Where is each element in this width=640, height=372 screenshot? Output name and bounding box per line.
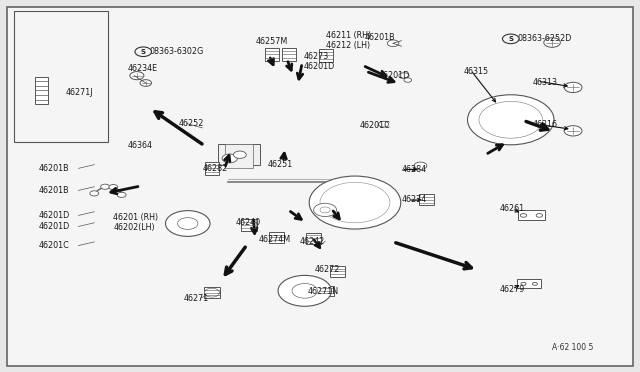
Circle shape: [492, 109, 530, 131]
Text: 46274: 46274: [401, 195, 427, 205]
Bar: [319, 286, 334, 296]
Bar: [517, 279, 541, 288]
Circle shape: [166, 211, 210, 236]
Bar: [13, 11, 108, 142]
Text: 46274M: 46274M: [259, 235, 291, 244]
Circle shape: [320, 182, 390, 223]
Text: 46201C: 46201C: [360, 121, 390, 130]
Circle shape: [100, 184, 109, 189]
Circle shape: [378, 121, 388, 127]
Circle shape: [90, 191, 99, 196]
Bar: [241, 219, 257, 231]
Bar: [265, 48, 278, 61]
Bar: [204, 287, 220, 298]
Circle shape: [177, 218, 198, 230]
Circle shape: [502, 34, 519, 44]
Text: 46201D: 46201D: [378, 71, 410, 80]
Text: 46212 (LH): 46212 (LH): [326, 41, 371, 50]
Bar: [35, 77, 49, 104]
Circle shape: [520, 214, 527, 217]
Bar: [282, 48, 296, 61]
Text: 46251: 46251: [268, 160, 293, 169]
Text: A·62 100 5: A·62 100 5: [552, 343, 593, 352]
Circle shape: [532, 282, 538, 285]
Text: 46282: 46282: [202, 164, 228, 173]
Circle shape: [204, 288, 220, 297]
Bar: [306, 233, 321, 244]
Text: 46316: 46316: [533, 120, 558, 129]
Text: 46284: 46284: [401, 165, 426, 174]
Text: 46242: 46242: [300, 237, 325, 246]
Circle shape: [404, 78, 412, 82]
Circle shape: [479, 102, 543, 138]
Circle shape: [414, 162, 427, 170]
Circle shape: [314, 203, 337, 217]
Circle shape: [320, 207, 330, 213]
Text: S: S: [141, 49, 146, 55]
Text: 46252: 46252: [179, 119, 204, 128]
Text: 46364: 46364: [128, 141, 153, 150]
Bar: [518, 209, 545, 220]
Text: S: S: [508, 36, 513, 42]
Bar: [269, 232, 284, 243]
Bar: [205, 162, 219, 175]
Bar: [419, 195, 435, 205]
Text: 46257M: 46257M: [255, 37, 287, 46]
Circle shape: [536, 214, 543, 217]
Bar: [319, 49, 333, 62]
Text: 46202(LH): 46202(LH): [113, 223, 155, 232]
Text: 46271J: 46271J: [66, 88, 93, 97]
Text: 46201D: 46201D: [303, 62, 335, 71]
Circle shape: [222, 154, 237, 163]
Circle shape: [564, 82, 582, 93]
Text: 46201D: 46201D: [39, 211, 70, 220]
Circle shape: [336, 192, 374, 214]
Text: 46201 (RH): 46201 (RH): [113, 213, 159, 222]
Circle shape: [387, 40, 399, 46]
Circle shape: [564, 126, 582, 136]
Bar: [225, 144, 253, 169]
Circle shape: [278, 275, 332, 306]
Text: 46201C: 46201C: [39, 241, 70, 250]
Bar: [218, 144, 260, 165]
Text: 46271: 46271: [183, 294, 209, 303]
Text: 46279: 46279: [499, 285, 525, 294]
Circle shape: [292, 283, 317, 298]
Circle shape: [234, 151, 246, 158]
Circle shape: [130, 71, 144, 80]
Text: 46201B: 46201B: [365, 32, 395, 42]
Circle shape: [467, 95, 554, 145]
Text: 46234E: 46234E: [128, 64, 158, 73]
Text: 46261: 46261: [499, 204, 524, 213]
Text: 08363-6252D: 08363-6252D: [517, 34, 572, 44]
Circle shape: [135, 47, 152, 57]
Text: 46272: 46272: [315, 265, 340, 275]
Circle shape: [544, 38, 561, 47]
Text: 46201B: 46201B: [39, 164, 70, 173]
Text: 46271N: 46271N: [307, 288, 339, 296]
Circle shape: [309, 176, 401, 229]
Bar: [330, 266, 346, 277]
Circle shape: [399, 73, 409, 78]
Text: 46201B: 46201B: [39, 186, 70, 195]
Circle shape: [140, 80, 152, 86]
Circle shape: [109, 185, 118, 190]
Text: 46211 (RH): 46211 (RH): [326, 31, 371, 40]
Circle shape: [521, 282, 526, 285]
Text: 46313: 46313: [533, 78, 558, 87]
Circle shape: [117, 192, 126, 198]
Text: 46273: 46273: [303, 52, 329, 61]
Text: 46240: 46240: [236, 218, 261, 227]
Text: 46315: 46315: [464, 67, 489, 76]
Text: 08363-6302G: 08363-6302G: [150, 47, 204, 56]
Text: 46201D: 46201D: [39, 222, 70, 231]
